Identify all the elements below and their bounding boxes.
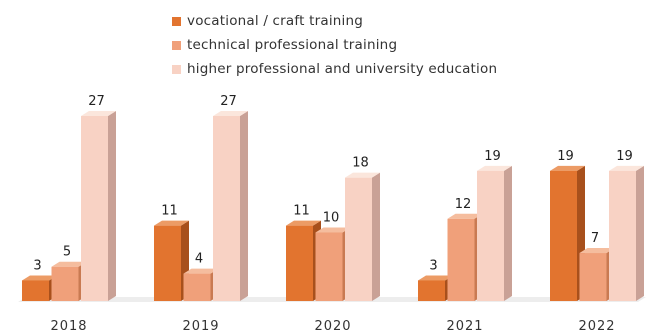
legend-label-higher: higher professional and university educa… (187, 61, 498, 77)
legend-item-vocational: vocational / craft training (172, 9, 497, 33)
legend-item-higher: higher professional and university educa… (172, 57, 497, 81)
data-label-2020-series-1: 10 (323, 210, 340, 225)
legend-swatch-vocational (172, 16, 181, 26)
data-label-2020-series-0: 11 (293, 204, 310, 219)
data-label-2022-series-0: 19 (557, 149, 574, 164)
data-label-2018-series-1: 5 (63, 245, 71, 260)
data-label-2019-series-0: 11 (161, 204, 178, 219)
legend-swatch-technical (172, 40, 181, 50)
data-label-2022-series-1: 7 (591, 231, 599, 246)
data-label-2018-series-0: 3 (33, 258, 41, 273)
x-tick-label-2022: 2022 (578, 319, 615, 334)
legend-label-vocational: vocational / craft training (187, 13, 364, 29)
legend-label-technical: technical professional training (187, 37, 398, 53)
data-label-2018-series-2: 27 (88, 94, 105, 109)
bar-2018-series-2 (81, 111, 116, 301)
data-label-2021-series-2: 19 (484, 149, 501, 164)
x-tick-label-2021: 2021 (446, 319, 483, 334)
x-tick-label-2020: 2020 (314, 319, 351, 334)
data-label-2019-series-1: 4 (195, 252, 203, 267)
x-tick-label-2019: 2019 (182, 319, 219, 334)
bar-2019-series-1 (183, 268, 219, 301)
data-label-2021-series-1: 12 (455, 197, 472, 212)
data-label-2019-series-2: 27 (220, 94, 237, 109)
data-label-2020-series-2: 18 (352, 156, 369, 171)
bar-2019-series-0 (154, 220, 189, 301)
legend-swatch-higher (172, 64, 181, 74)
bar-2021-series-2 (477, 165, 512, 301)
bar-2021-series-1 (447, 213, 483, 301)
chart-legend: vocational / craft training technical pr… (172, 9, 497, 81)
legend-item-technical: technical professional training (172, 33, 497, 57)
bar-2019-series-2 (213, 111, 248, 301)
bar-2020-series-2 (345, 172, 380, 301)
x-tick-label-2018: 2018 (50, 319, 87, 334)
data-label-2022-series-2: 19 (616, 149, 633, 164)
data-label-2021-series-0: 3 (429, 258, 437, 273)
bar-2022-series-2 (609, 165, 644, 301)
